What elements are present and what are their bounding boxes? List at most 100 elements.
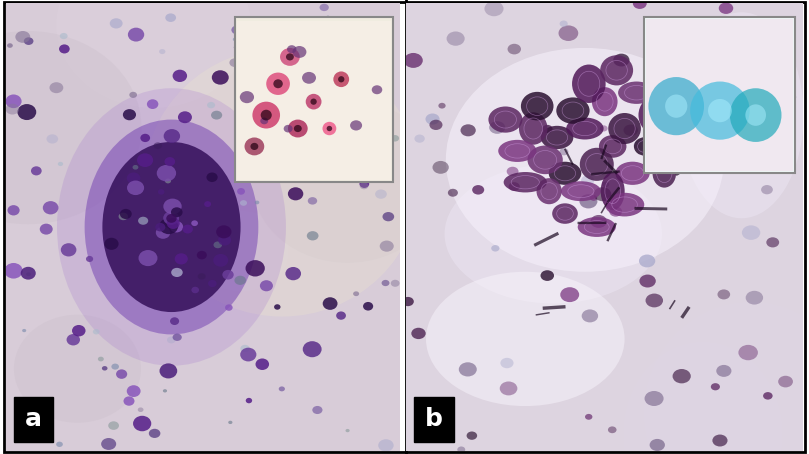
Ellipse shape	[382, 43, 388, 48]
Ellipse shape	[745, 104, 766, 126]
Ellipse shape	[247, 23, 264, 37]
Ellipse shape	[609, 207, 622, 217]
Ellipse shape	[244, 138, 265, 155]
Ellipse shape	[43, 201, 58, 214]
Bar	[646, 19, 794, 171]
Ellipse shape	[592, 87, 617, 116]
Ellipse shape	[4, 263, 23, 279]
Ellipse shape	[507, 44, 521, 54]
Ellipse shape	[540, 126, 574, 149]
Ellipse shape	[288, 187, 303, 200]
Ellipse shape	[124, 396, 134, 406]
Ellipse shape	[566, 118, 604, 139]
Ellipse shape	[197, 273, 205, 280]
Ellipse shape	[650, 439, 665, 451]
FancyBboxPatch shape	[14, 397, 53, 442]
Ellipse shape	[174, 268, 180, 273]
Ellipse shape	[230, 58, 240, 67]
Ellipse shape	[500, 381, 518, 395]
Ellipse shape	[14, 315, 141, 423]
Ellipse shape	[363, 302, 373, 311]
Ellipse shape	[757, 94, 765, 101]
Ellipse shape	[383, 212, 394, 221]
Ellipse shape	[613, 54, 629, 66]
FancyBboxPatch shape	[414, 397, 454, 442]
Bar	[646, 19, 794, 171]
Ellipse shape	[580, 148, 614, 181]
Ellipse shape	[211, 111, 222, 119]
Ellipse shape	[273, 79, 283, 88]
Ellipse shape	[22, 329, 26, 332]
Ellipse shape	[235, 86, 246, 96]
Ellipse shape	[167, 336, 176, 343]
Ellipse shape	[208, 280, 217, 287]
Ellipse shape	[579, 194, 597, 208]
Ellipse shape	[600, 172, 625, 210]
Ellipse shape	[761, 185, 773, 194]
Ellipse shape	[216, 225, 231, 238]
Ellipse shape	[49, 82, 63, 93]
Ellipse shape	[307, 231, 319, 241]
Ellipse shape	[246, 398, 252, 403]
Ellipse shape	[323, 297, 337, 310]
Ellipse shape	[713, 434, 727, 446]
Ellipse shape	[690, 82, 750, 140]
Ellipse shape	[489, 107, 523, 133]
Ellipse shape	[327, 126, 332, 131]
Ellipse shape	[231, 25, 243, 35]
Ellipse shape	[104, 238, 119, 250]
Ellipse shape	[31, 166, 42, 175]
Ellipse shape	[101, 438, 116, 450]
Ellipse shape	[506, 167, 519, 176]
Ellipse shape	[57, 0, 251, 108]
Ellipse shape	[287, 45, 296, 53]
Ellipse shape	[93, 329, 100, 335]
Ellipse shape	[430, 120, 443, 130]
Ellipse shape	[591, 215, 607, 228]
Ellipse shape	[225, 304, 233, 311]
Ellipse shape	[489, 121, 506, 134]
Ellipse shape	[723, 148, 736, 158]
Ellipse shape	[159, 363, 177, 379]
Ellipse shape	[653, 159, 676, 188]
Ellipse shape	[457, 446, 465, 453]
Ellipse shape	[509, 182, 520, 191]
Ellipse shape	[170, 317, 179, 325]
Ellipse shape	[128, 28, 144, 42]
Ellipse shape	[608, 113, 641, 144]
Ellipse shape	[212, 70, 229, 84]
Ellipse shape	[255, 201, 260, 204]
Ellipse shape	[123, 109, 136, 120]
Bar	[236, 21, 391, 180]
Ellipse shape	[18, 104, 36, 120]
Ellipse shape	[711, 383, 720, 390]
Ellipse shape	[133, 416, 151, 431]
Text: b: b	[425, 408, 443, 431]
Ellipse shape	[260, 110, 272, 120]
Ellipse shape	[240, 348, 256, 361]
Ellipse shape	[404, 53, 423, 68]
Ellipse shape	[140, 134, 150, 142]
Ellipse shape	[756, 135, 772, 148]
Ellipse shape	[646, 294, 663, 307]
Ellipse shape	[163, 389, 167, 393]
Ellipse shape	[197, 251, 207, 259]
Ellipse shape	[56, 442, 63, 447]
Ellipse shape	[172, 334, 182, 341]
Ellipse shape	[138, 250, 158, 266]
Ellipse shape	[746, 291, 763, 305]
Ellipse shape	[756, 54, 771, 65]
Ellipse shape	[561, 181, 601, 201]
Ellipse shape	[218, 235, 231, 246]
Text: a: a	[25, 408, 42, 431]
Ellipse shape	[781, 91, 796, 104]
Ellipse shape	[165, 14, 176, 22]
Ellipse shape	[86, 256, 93, 262]
Ellipse shape	[638, 96, 674, 134]
Ellipse shape	[303, 341, 322, 357]
Ellipse shape	[718, 3, 733, 14]
Ellipse shape	[549, 162, 582, 185]
Ellipse shape	[646, 39, 654, 46]
Ellipse shape	[323, 122, 337, 135]
Ellipse shape	[649, 77, 704, 135]
